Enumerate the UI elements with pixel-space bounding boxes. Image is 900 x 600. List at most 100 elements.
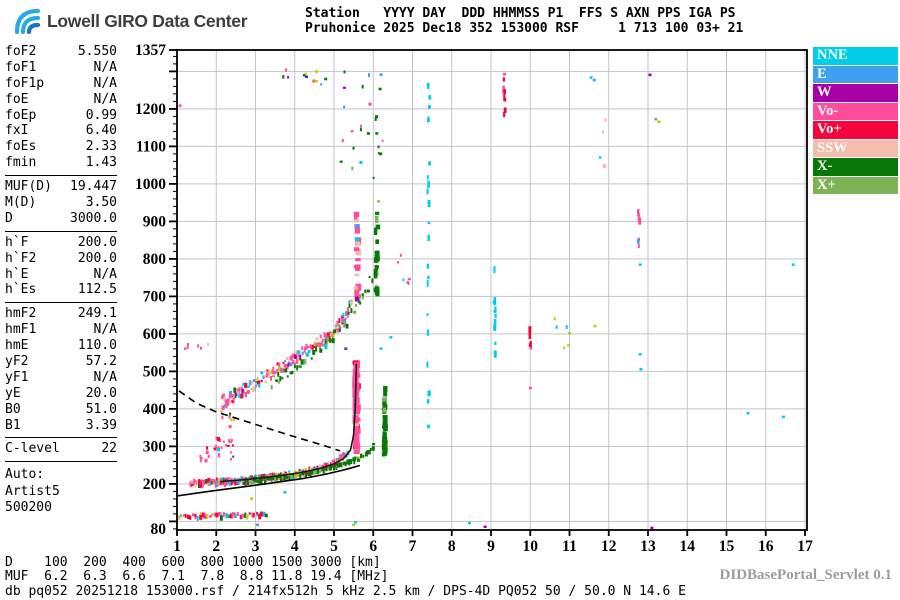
- param-label: hmE: [5, 338, 29, 354]
- x-tick-label: 4: [291, 538, 299, 555]
- x-tick-label: 5: [330, 538, 338, 555]
- legend-item-x: X-: [813, 158, 898, 176]
- param-value: 57.2: [85, 354, 117, 370]
- x-tick-label: 13: [640, 538, 656, 555]
- x-tick-label: 11: [562, 538, 577, 555]
- panel-divider: [5, 230, 117, 232]
- param-value: N/A: [93, 322, 117, 338]
- param-value: 0.99: [85, 107, 117, 123]
- parameter-panel: foF2 5.550 foF1 N/A foF1p N/A foE N/A foEp 0.99 fx…: [5, 44, 117, 516]
- param-row-c-level: C-level 22: [5, 441, 117, 457]
- param-label: foF1p: [5, 75, 45, 91]
- x-tick-label: 2: [212, 538, 220, 555]
- giro-logo-icon: [8, 4, 42, 38]
- x-tick-label: 12: [601, 538, 617, 555]
- param-row-ye: yE 20.0: [5, 386, 117, 402]
- param-label: hmF2: [5, 306, 37, 322]
- param-value: 22: [101, 441, 117, 457]
- x-tick-label: 10: [523, 538, 539, 555]
- param-row-foep: foEp 0.99: [5, 108, 117, 124]
- param-row-m-d-: M(D) 3.50: [5, 195, 117, 211]
- param-value: 6.40: [85, 123, 117, 139]
- param-row-fof1p: foF1p N/A: [5, 76, 117, 92]
- param-label: fxI: [5, 123, 29, 139]
- param-row-muf-d-: MUF(D) 19.447: [5, 179, 117, 195]
- param-value: N/A: [93, 75, 117, 91]
- panel-divider: [5, 437, 117, 439]
- param-label: foEs: [5, 139, 37, 155]
- status-line: db pq052 20251218 153000.rsf / 214fx512h…: [5, 584, 686, 599]
- x-tick-label: 15: [719, 538, 735, 555]
- param-value: N/A: [93, 266, 117, 282]
- legend-item-nne: NNE: [813, 47, 898, 65]
- echo-scatter: [177, 68, 795, 530]
- y-tick-label: 200: [143, 476, 167, 493]
- param-value: 110.0: [77, 338, 117, 354]
- param-row-yf1: yF1 N/A: [5, 370, 117, 386]
- brand-title: Lowell GIRO Data Center: [47, 10, 248, 31]
- param-value: N/A: [93, 59, 117, 75]
- param-row-h-f: h`F 200.0: [5, 235, 117, 251]
- param-row-yf2: yF2 57.2: [5, 354, 117, 370]
- param-label: B1: [5, 417, 21, 433]
- param-row-fxi: fxI 6.40: [5, 123, 117, 139]
- y-tick-label: 900: [143, 213, 167, 230]
- legend-item-w: W: [813, 84, 898, 102]
- y-tick-label: 800: [143, 251, 167, 268]
- y-tick-label: 1100: [136, 138, 166, 155]
- param-value: 19.447: [70, 179, 117, 195]
- direction-legend: NNE E W Vo- Vo+ SSW X- X+: [813, 47, 898, 195]
- legend-item-e: E: [813, 65, 898, 83]
- param-label: foEp: [5, 107, 37, 123]
- param-row-h-f2: h`F2 200.0: [5, 251, 117, 267]
- param-label: C-level: [5, 441, 60, 457]
- param-label: M(D): [5, 195, 37, 211]
- x-tick-label: 7: [409, 538, 417, 555]
- y-tick-label: 600: [143, 326, 167, 343]
- station-header-line2: Pruhonice 2025 Dec18 352 153000 RSF 1 71…: [305, 21, 744, 36]
- param-row-hmf1: hmF1 N/A: [5, 322, 117, 338]
- param-row-h-e: h`E N/A: [5, 267, 117, 283]
- autoscaler-line: Artist5: [5, 483, 60, 499]
- param-row-d: D 3000.0: [5, 211, 117, 227]
- x-tick-label: 16: [758, 538, 774, 555]
- param-row-hme: hmE 110.0: [5, 338, 117, 354]
- autoscaler-info: Auto: Artist5 500200: [5, 467, 117, 516]
- x-tick-label: 6: [369, 538, 377, 555]
- station-header: Station YYYY DAY DDD HHMMSS P1 FFS S AXN…: [305, 6, 743, 36]
- param-row-hmf2: hmF2 249.1: [5, 306, 117, 322]
- servlet-watermark: DIDBasePortal_Servlet 0.1: [719, 567, 892, 583]
- param-value: 249.1: [77, 306, 117, 322]
- param-label: hmF1: [5, 322, 37, 338]
- param-label: B0: [5, 401, 21, 417]
- param-label: foE: [5, 91, 29, 107]
- param-value: 5.550: [77, 44, 117, 59]
- y-tick-label: 400: [143, 401, 167, 418]
- dashed-guide-line: [178, 390, 341, 452]
- param-row-b1: B1 3.39: [5, 418, 117, 434]
- y-tick-label: 1200: [135, 101, 166, 118]
- autoscaler-line: Auto:: [5, 467, 45, 483]
- x-tick-label: 17: [797, 538, 813, 555]
- param-value: N/A: [93, 91, 117, 107]
- param-label: fmin: [5, 155, 37, 171]
- param-label: h`F2: [5, 250, 37, 266]
- fitted-trace-line: [220, 363, 358, 483]
- param-value: 3.50: [85, 195, 117, 211]
- param-label: h`Es: [5, 282, 37, 298]
- param-value: 112.5: [77, 282, 117, 298]
- plot-frame: [176, 49, 808, 531]
- x-tick-label: 14: [680, 538, 696, 555]
- legend-item-x: X+: [813, 176, 898, 194]
- legend-item-vo: Vo-: [813, 102, 898, 120]
- y-tick-label: 500: [143, 363, 167, 380]
- param-label: D: [5, 210, 13, 226]
- y-tick-label: 1357: [135, 42, 166, 59]
- panel-divider: [5, 302, 117, 304]
- autoscaler-line: 500200: [5, 499, 52, 515]
- distance-row: D 100 200 400 600 800 1000 1500 3000 [km…: [5, 555, 381, 570]
- param-label: yF2: [5, 354, 29, 370]
- param-row-b0: B0 51.0: [5, 402, 117, 418]
